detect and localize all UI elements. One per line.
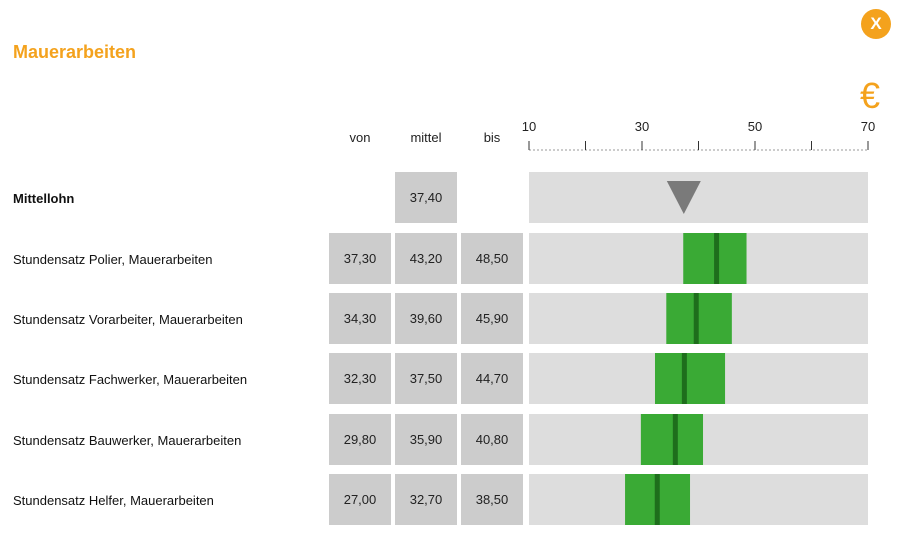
range-bar (640, 414, 704, 465)
mittellohn-track (529, 172, 868, 223)
bar-track (529, 474, 868, 525)
range-bar (654, 353, 726, 404)
bis-cell: 40,80 (461, 414, 523, 465)
euro-icon: € (859, 75, 881, 116)
row-label-fachwerker: Stundensatz Fachwerker, Mauerarbeiten (13, 372, 248, 387)
row-label-polier: Stundensatz Polier, Mauerarbeiten (13, 252, 213, 267)
column-header-mittel: mittel (410, 130, 442, 145)
bis-cell: 44,70 (461, 353, 523, 404)
median-marker (714, 233, 720, 284)
median-marker (672, 414, 678, 465)
x-axis-scale: 10 30 50 70 (522, 119, 875, 151)
von-cell: 34,30 (329, 293, 391, 344)
mittel-cell: 43,20 (395, 233, 457, 284)
axis-tick-label: 70 (861, 119, 875, 134)
von-cell: 37,30 (329, 233, 391, 284)
bis-cell: 48,50 (461, 233, 523, 284)
close-button[interactable]: X (861, 9, 891, 39)
von-cell: 27,00 (329, 474, 391, 525)
mittel-cell: 37,50 (395, 353, 457, 404)
column-header-bis: bis (483, 130, 501, 145)
bis-cell: 38,50 (461, 474, 523, 525)
row-label-bauwerker: Stundensatz Bauwerker, Mauerarbeiten (13, 433, 242, 448)
median-marker (681, 353, 687, 404)
mittel-cell: 32,70 (395, 474, 457, 525)
axis-tick-label: 30 (635, 119, 649, 134)
bis-cell: 45,90 (461, 293, 523, 344)
von-cell: 32,30 (329, 353, 391, 404)
axis-tick-label: 50 (748, 119, 762, 134)
range-bar (666, 293, 732, 344)
mittellohn-value-cell: 37,40 (395, 172, 457, 223)
mittel-cell: 39,60 (395, 293, 457, 344)
mittel-cell: 35,90 (395, 414, 457, 465)
mittellohn-label: Mittellohn (13, 191, 75, 206)
mittellohn-marker (666, 181, 701, 214)
row-label-vorarbeiter: Stundensatz Vorarbeiter, Mauerarbeiten (13, 312, 243, 327)
column-header-von: von (349, 130, 371, 145)
axis-tick-label: 10 (522, 119, 536, 134)
median-marker (654, 474, 660, 525)
row-label-helfer: Stundensatz Helfer, Mauerarbeiten (13, 493, 214, 508)
page-title: Mauerarbeiten (13, 42, 137, 62)
von-cell: 29,80 (329, 414, 391, 465)
median-marker (693, 293, 699, 344)
